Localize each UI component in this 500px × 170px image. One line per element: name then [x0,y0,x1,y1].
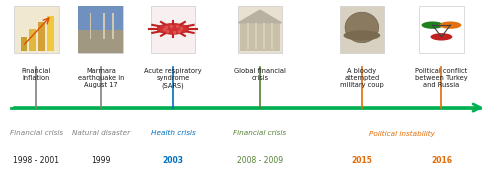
FancyBboxPatch shape [419,6,464,53]
Bar [48,16,54,51]
Bar [262,23,266,49]
Circle shape [157,23,189,34]
Text: Financial crisis: Financial crisis [234,131,286,137]
Text: 2008 - 2009: 2008 - 2009 [237,156,283,165]
Bar [38,22,45,51]
Circle shape [440,21,462,29]
Text: 2015: 2015 [352,156,372,165]
Bar [254,23,258,49]
Text: Political conflict
between Turkey
and Russia: Political conflict between Turkey and Ru… [415,68,468,88]
Text: Natural disaster: Natural disaster [72,131,130,137]
Text: Acute respiratory
syndrome
(SARS): Acute respiratory syndrome (SARS) [144,68,202,89]
Circle shape [430,33,452,40]
Bar [103,13,105,39]
Text: Global financial
crisis: Global financial crisis [234,68,286,81]
Polygon shape [238,10,282,23]
FancyBboxPatch shape [340,6,384,53]
FancyBboxPatch shape [14,6,59,53]
Bar [112,13,114,39]
Text: Financial
Inflation: Financial Inflation [22,68,51,81]
Text: A bloody
attempted
military coup: A bloody attempted military coup [340,68,384,88]
Text: Financial crisis: Financial crisis [10,131,63,137]
Circle shape [422,21,444,29]
Bar [78,30,123,53]
Ellipse shape [345,12,378,43]
FancyBboxPatch shape [78,6,123,53]
FancyBboxPatch shape [238,6,282,53]
Text: 1999: 1999 [91,156,110,165]
Text: 2003: 2003 [162,156,184,165]
FancyBboxPatch shape [150,6,196,53]
Bar [246,23,249,49]
Text: 1998 - 2001: 1998 - 2001 [13,156,59,165]
Bar [270,23,274,49]
Bar [30,29,36,51]
Bar [78,6,123,30]
Text: 2016: 2016 [431,156,452,165]
Bar [240,23,280,51]
Ellipse shape [344,30,380,41]
Bar [90,13,92,39]
Text: Marmara
earthquake in
August 17: Marmara earthquake in August 17 [78,68,124,88]
Text: Political instability: Political instability [368,130,434,137]
Bar [20,37,27,51]
Text: Health crisis: Health crisis [150,131,196,137]
